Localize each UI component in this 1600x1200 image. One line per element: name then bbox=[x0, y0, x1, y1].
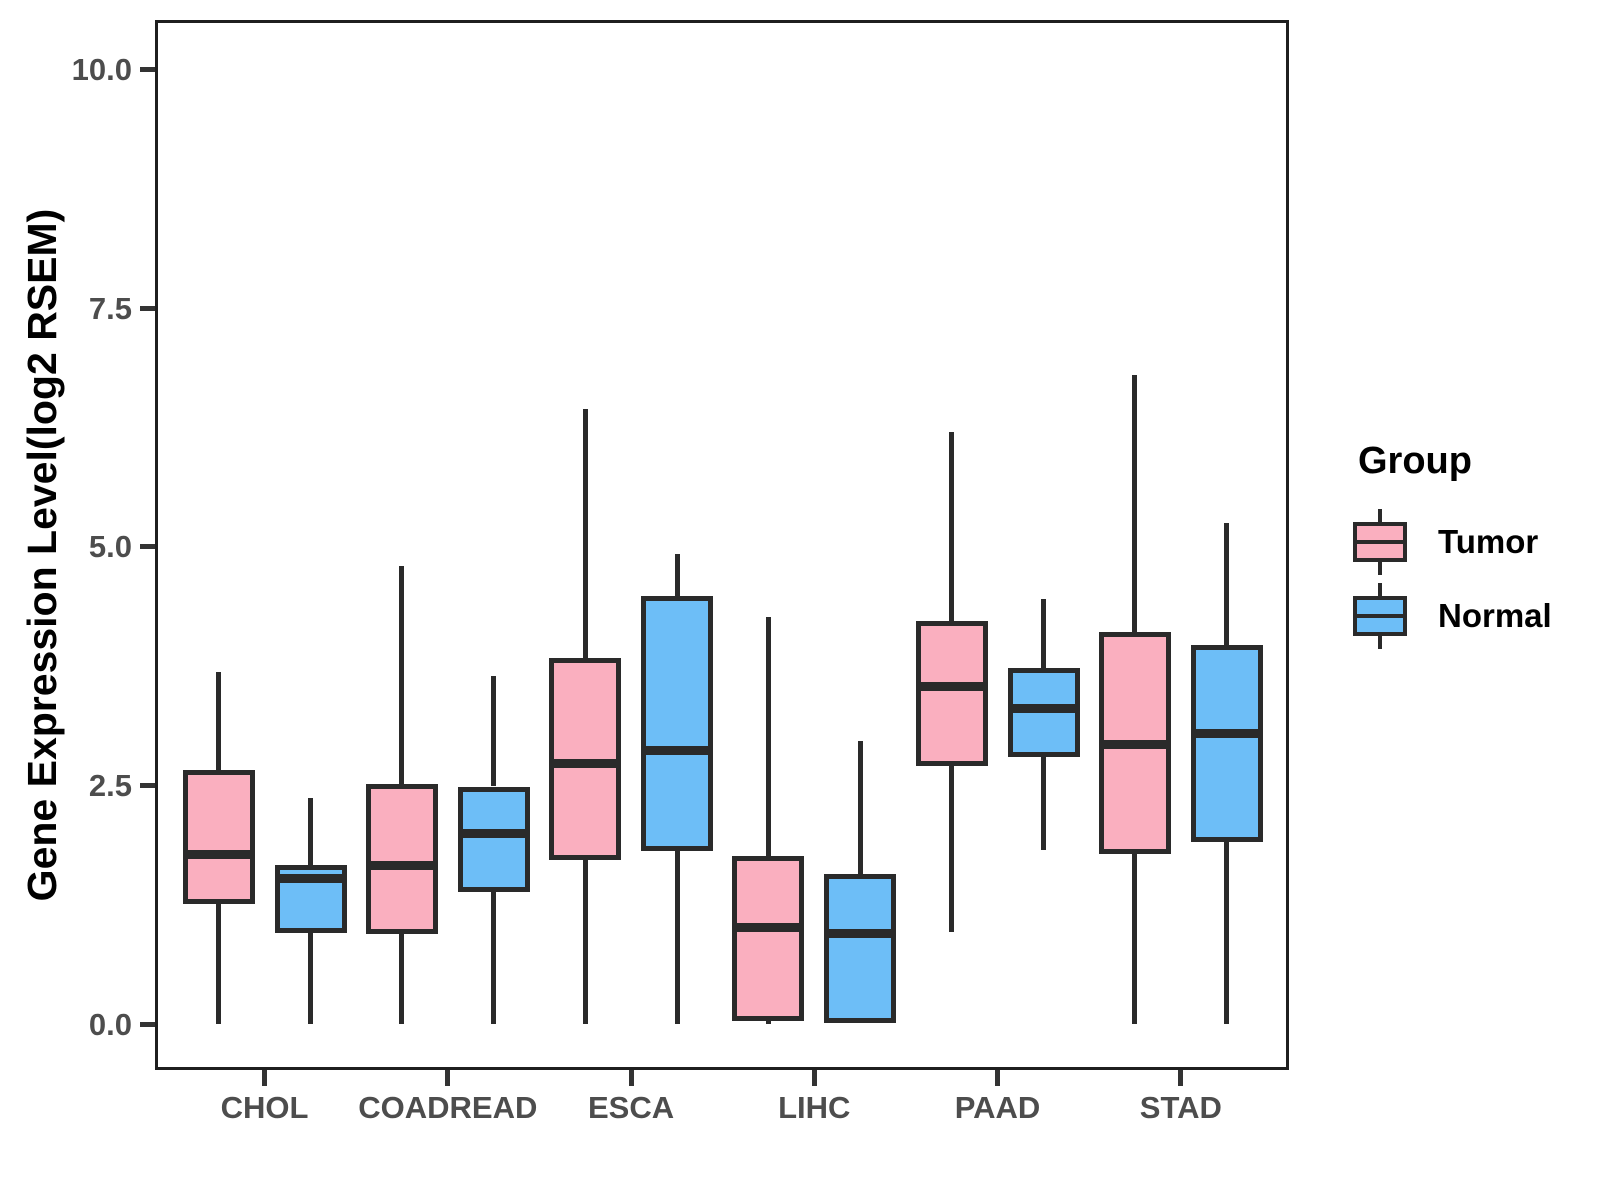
x-tick-mark bbox=[811, 1070, 817, 1086]
legend: Group Tumor Normal bbox=[1352, 440, 1592, 653]
box-coadread-tumor-lower-whisker bbox=[399, 934, 405, 1025]
box-stad-normal-median bbox=[1190, 728, 1263, 738]
y-tick-mark bbox=[140, 67, 155, 73]
box-stad-tumor-upper-whisker bbox=[1132, 375, 1138, 632]
box-chol-normal-lower-whisker bbox=[308, 932, 314, 1025]
box-chol-normal-median bbox=[274, 873, 347, 883]
box-coadread-tumor bbox=[365, 783, 438, 935]
y-tick-mark bbox=[140, 1021, 155, 1027]
box-chol-tumor bbox=[182, 770, 255, 904]
x-tick-label-esca: ESCA bbox=[587, 1090, 675, 1125]
box-lihc-normal-median bbox=[824, 929, 897, 938]
legend-entry-normal: Normal bbox=[1352, 579, 1592, 653]
x-tick-mark bbox=[995, 1070, 1001, 1086]
x-tick-mark bbox=[628, 1070, 634, 1086]
legend-key-upper-whisker bbox=[1378, 583, 1382, 596]
box-lihc-tumor-lower-whisker bbox=[765, 1021, 771, 1025]
y-tick-mark bbox=[140, 305, 155, 311]
box-coadread-tumor-upper-whisker bbox=[399, 566, 405, 784]
box-chol-tumor-upper-whisker bbox=[216, 671, 222, 771]
box-esca-normal-median bbox=[641, 745, 714, 755]
x-tick-label-chol: CHOL bbox=[220, 1090, 309, 1125]
box-coadread-normal-median bbox=[457, 828, 530, 838]
box-esca-normal bbox=[641, 595, 714, 852]
x-tick-mark bbox=[262, 1070, 268, 1086]
box-lihc-normal-upper-whisker bbox=[857, 740, 863, 875]
y-tick-mark bbox=[140, 783, 155, 789]
y-tick-label: 7.5 bbox=[88, 290, 132, 326]
x-tick-label-paad: PAAD bbox=[954, 1090, 1041, 1125]
box-coadread-tumor-median bbox=[365, 861, 438, 871]
y-tick-label: 0.0 bbox=[88, 1006, 132, 1042]
box-esca-tumor-median bbox=[549, 759, 622, 769]
legend-key-boxplot-icon bbox=[1352, 579, 1408, 653]
box-stad-tumor-lower-whisker bbox=[1132, 854, 1138, 1025]
box-coadread-normal-upper-whisker bbox=[491, 675, 497, 787]
box-paad-normal-lower-whisker bbox=[1041, 756, 1047, 851]
box-esca-tumor-upper-whisker bbox=[582, 409, 588, 658]
box-lihc-normal bbox=[824, 874, 897, 1024]
box-paad-tumor-median bbox=[915, 681, 988, 691]
legend-entry-tumor: Tumor bbox=[1352, 505, 1592, 579]
box-lihc-tumor bbox=[732, 856, 805, 1022]
box-chol-tumor-lower-whisker bbox=[216, 903, 222, 1025]
box-chol-tumor-median bbox=[182, 849, 255, 859]
x-tick-mark bbox=[445, 1070, 451, 1086]
legend-label-normal: Normal bbox=[1438, 597, 1552, 634]
legend-key-boxplot-icon bbox=[1352, 505, 1408, 579]
legend-key-lower-whisker bbox=[1378, 636, 1382, 649]
y-tick-label: 10.0 bbox=[71, 52, 132, 88]
box-stad-tumor-median bbox=[1098, 740, 1171, 749]
box-esca-tumor bbox=[549, 657, 622, 860]
box-lihc-tumor-median bbox=[732, 923, 805, 933]
x-tick-label-stad: STAD bbox=[1139, 1090, 1222, 1125]
y-tick-label: 5.0 bbox=[88, 529, 132, 565]
x-tick-mark bbox=[1178, 1070, 1184, 1086]
box-paad-tumor-lower-whisker bbox=[949, 766, 955, 932]
box-esca-tumor-lower-whisker bbox=[582, 860, 588, 1025]
box-stad-normal-lower-whisker bbox=[1224, 841, 1230, 1025]
legend-entries: Tumor Normal bbox=[1352, 505, 1592, 653]
x-tick-label-coadread: COADREAD bbox=[358, 1090, 538, 1125]
box-chol-normal-upper-whisker bbox=[308, 797, 314, 865]
box-lihc-tumor-upper-whisker bbox=[765, 616, 771, 857]
box-paad-normal-median bbox=[1007, 703, 1080, 713]
box-esca-normal-lower-whisker bbox=[674, 851, 680, 1025]
box-paad-tumor-upper-whisker bbox=[949, 432, 955, 622]
box-stad-normal bbox=[1190, 645, 1263, 842]
box-esca-normal-upper-whisker bbox=[674, 553, 680, 596]
y-tick-mark bbox=[140, 544, 155, 550]
legend-key-median bbox=[1357, 540, 1403, 544]
legend-key-median bbox=[1357, 614, 1403, 618]
box-paad-normal-upper-whisker bbox=[1041, 599, 1047, 669]
y-tick-label: 2.5 bbox=[88, 768, 132, 804]
legend-title: Group bbox=[1358, 440, 1472, 482]
box-paad-tumor bbox=[915, 621, 988, 767]
x-tick-label-lihc: LIHC bbox=[778, 1090, 851, 1125]
box-coadread-normal bbox=[457, 786, 530, 892]
box-coadread-normal-lower-whisker bbox=[491, 891, 497, 1025]
legend-key-upper-whisker bbox=[1378, 509, 1382, 522]
box-stad-normal-upper-whisker bbox=[1224, 523, 1230, 646]
legend-label-tumor: Tumor bbox=[1438, 523, 1539, 560]
legend-key-lower-whisker bbox=[1378, 562, 1382, 575]
